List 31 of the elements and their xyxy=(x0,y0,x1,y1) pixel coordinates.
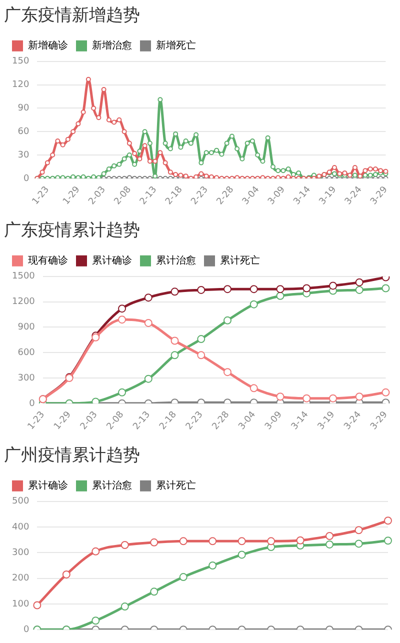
y-tick-label: 400 xyxy=(12,522,30,532)
legend-label: 现有确诊 xyxy=(28,254,68,266)
y-tick-label: 60 xyxy=(18,126,30,137)
y-tick-label: 30 xyxy=(18,150,30,160)
legend-label: 新增确诊 xyxy=(28,39,68,52)
y-tick-label: 0 xyxy=(23,624,30,635)
chart-title: 广东疫情新增趋势 xyxy=(4,6,140,26)
legend-label: 新增死亡 xyxy=(156,39,196,52)
y-tick-label: 300 xyxy=(18,373,36,384)
y-tick-label: 1500 xyxy=(12,272,36,282)
y-tick-label: 100 xyxy=(12,599,30,610)
legend-label: 累计死亡 xyxy=(220,254,260,266)
chart-title: 广东疫情累计趋势 xyxy=(4,220,140,241)
y-tick-label: 200 xyxy=(12,574,30,584)
legend-label: 累计治愈 xyxy=(92,479,132,492)
chart-title: 广州疫情累计趋势 xyxy=(4,446,140,466)
legend-label: 累计治愈 xyxy=(156,254,196,266)
legend-label: 新增治愈 xyxy=(92,39,132,52)
y-tick-label: 120 xyxy=(12,80,30,90)
y-tick-label: 500 xyxy=(12,496,30,507)
legend-label: 累计确诊 xyxy=(92,254,132,266)
legend-label: 累计死亡 xyxy=(156,479,196,492)
y-tick-label: 300 xyxy=(12,548,30,558)
y-tick-label: 1200 xyxy=(12,297,36,308)
y-tick-label: 150 xyxy=(12,56,30,67)
y-tick-label: 0 xyxy=(29,398,36,409)
y-tick-label: 600 xyxy=(18,348,36,358)
y-tick-label: 0 xyxy=(23,174,30,184)
y-tick-label: 900 xyxy=(18,322,36,333)
legend-label: 累计确诊 xyxy=(28,479,68,492)
y-tick-label: 90 xyxy=(18,104,30,114)
